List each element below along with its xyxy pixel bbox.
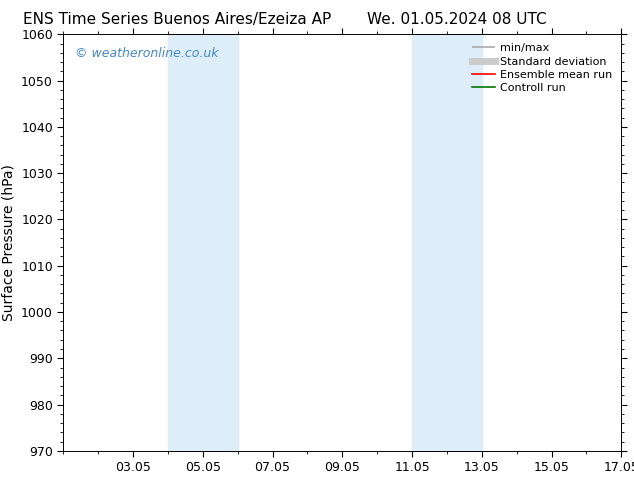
Text: ENS Time Series Buenos Aires/Ezeiza AP: ENS Time Series Buenos Aires/Ezeiza AP	[23, 12, 332, 27]
Legend: min/max, Standard deviation, Ensemble mean run, Controll run: min/max, Standard deviation, Ensemble me…	[469, 40, 616, 97]
Bar	[412, 34, 482, 451]
Text: We. 01.05.2024 08 UTC: We. 01.05.2024 08 UTC	[366, 12, 547, 27]
Text: © weatheronline.co.uk: © weatheronline.co.uk	[75, 47, 218, 60]
Y-axis label: Surface Pressure (hPa): Surface Pressure (hPa)	[1, 164, 16, 321]
Bar	[168, 34, 238, 451]
